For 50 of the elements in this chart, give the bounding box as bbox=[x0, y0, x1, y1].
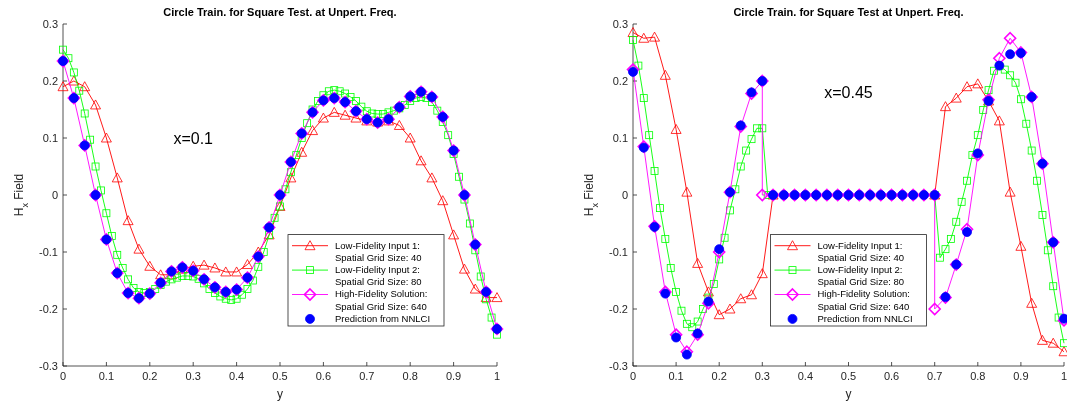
x-tick-label: 0.6 bbox=[315, 370, 332, 382]
chart-title: Circle Train. for Square Test at Unpert. Freq. bbox=[733, 6, 964, 18]
x-tick-label: 0 bbox=[629, 370, 637, 382]
y-tick-label: -0.3 bbox=[609, 360, 628, 372]
x-tick-label: 1 bbox=[493, 370, 501, 382]
legend-label: High-Fidelity Solution: Spatial Grid Size: 640 bbox=[817, 288, 910, 312]
x-tick-label: 0.4 bbox=[228, 370, 245, 382]
x-tick-label: 0.2 bbox=[711, 370, 727, 382]
x-tick-label: 0.1 bbox=[98, 370, 115, 382]
legend-label: Low-Fidelity Input 1: Spatial Grid Size: 40 bbox=[335, 239, 422, 263]
y-tick-label: 0.2 bbox=[42, 75, 58, 87]
y-tick-label: 0.1 bbox=[612, 132, 628, 144]
y-tick-label: -0.3 bbox=[39, 360, 58, 372]
y-tick-label: 0.2 bbox=[612, 75, 628, 87]
x-tick-label: 0.9 bbox=[445, 370, 462, 382]
y-tick-label: 0 bbox=[51, 189, 58, 201]
x-tick-label: 0.5 bbox=[840, 370, 857, 382]
y-tick-label: -0.1 bbox=[609, 246, 628, 258]
legend-label: Prediction from NNLCI bbox=[335, 312, 431, 324]
y-tick-label: 0.3 bbox=[42, 18, 58, 30]
y-tick-label: 0.3 bbox=[612, 18, 628, 30]
y-tick-label: 0 bbox=[621, 189, 628, 201]
y-tick-label: -0.2 bbox=[609, 303, 628, 315]
x-tick-label: 0.7 bbox=[359, 370, 375, 382]
y-tick-label: -0.1 bbox=[39, 246, 58, 258]
legend-label: Low-Fidelity Input 2: Spatial Grid Size: 80 bbox=[817, 264, 905, 288]
x-axis-title: y bbox=[845, 387, 852, 401]
annotation: x=0.1 bbox=[173, 130, 214, 147]
annotation: x=0.45 bbox=[824, 84, 873, 102]
x-tick-label: 0.2 bbox=[142, 370, 158, 382]
x-tick-label: 0.1 bbox=[668, 370, 684, 382]
legend-label: Low-Fidelity Input 1: Spatial Grid Size: 40 bbox=[817, 239, 905, 263]
y-tick-label: -0.2 bbox=[39, 303, 58, 315]
x-tick-label: 1 bbox=[1060, 370, 1067, 382]
x-tick-label: 0.4 bbox=[797, 370, 814, 382]
x-tick-label: 0.3 bbox=[754, 370, 770, 382]
x-tick-label: 0.8 bbox=[402, 370, 418, 382]
x-axis-title: y bbox=[277, 387, 283, 401]
x-tick-label: 0.3 bbox=[185, 370, 201, 382]
x-tick-label: 0.6 bbox=[883, 370, 900, 382]
x-tick-label: 0.5 bbox=[272, 370, 288, 382]
x-tick-label: 0.7 bbox=[927, 370, 943, 382]
legend-label: Prediction from NNLCI bbox=[817, 312, 913, 324]
x-tick-label: 0.8 bbox=[970, 370, 986, 382]
chart-title: Circle Train. for Square Test. at Unpert. Freq. bbox=[163, 6, 397, 18]
legend-label: Low-Fidelity Input 2: Spatial Grid Size: 80 bbox=[335, 264, 422, 288]
x-tick-label: 0 bbox=[59, 370, 67, 382]
legend-label: High-Fidelity Solution: Spatial Grid Size: 640 bbox=[335, 288, 428, 312]
x-tick-label: 0.9 bbox=[1013, 370, 1029, 382]
y-tick-label: 0.1 bbox=[42, 132, 58, 144]
